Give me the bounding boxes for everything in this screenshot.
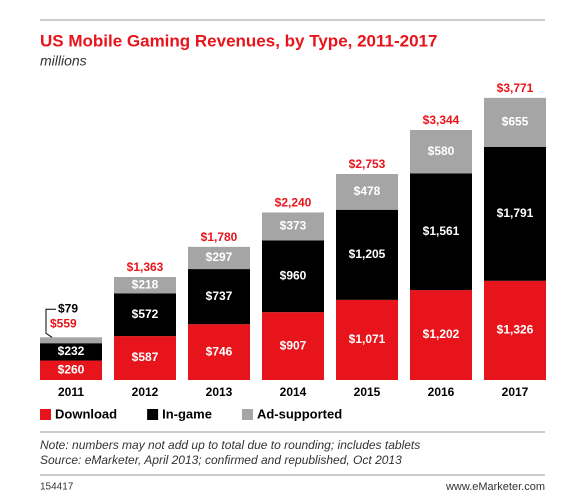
bar-segment xyxy=(114,293,176,337)
legend-label: Ad-supported xyxy=(257,406,342,421)
total-label: $1,363 xyxy=(127,260,164,274)
segment-label: $572 xyxy=(132,307,159,321)
x-tick-label: 2015 xyxy=(354,385,381,399)
bar-segment xyxy=(336,174,398,210)
segment-label: $232 xyxy=(58,344,85,358)
bar-segment xyxy=(188,269,250,325)
bar-segment xyxy=(410,129,472,174)
bar-segment xyxy=(484,280,546,380)
label-bracket xyxy=(45,308,56,338)
total-label: $3,344 xyxy=(423,113,460,127)
bar-segment xyxy=(410,290,472,380)
segment-label: $1,561 xyxy=(423,224,460,238)
segment-label: $1,202 xyxy=(423,327,460,341)
total-label: $559 xyxy=(50,316,77,330)
total-label: $1,780 xyxy=(201,230,238,244)
bar-segment xyxy=(188,324,250,380)
x-tick-label: 2016 xyxy=(428,385,455,399)
segment-label: $1,326 xyxy=(497,323,534,337)
bar-segment xyxy=(40,360,102,380)
bar-segment xyxy=(484,146,546,281)
x-tick-label: 2017 xyxy=(502,385,529,399)
chart-subtitle: millions xyxy=(40,53,87,69)
bar-segment xyxy=(484,97,546,147)
segment-label: $580 xyxy=(428,144,455,158)
bar-segment xyxy=(188,246,250,270)
segment-label: $737 xyxy=(206,289,233,303)
x-tick-label: 2013 xyxy=(206,385,233,399)
x-tick-label: 2011 xyxy=(58,385,84,399)
segment-label: $960 xyxy=(280,268,307,282)
legend-label: In-game xyxy=(162,406,212,421)
segment-label: $1,791 xyxy=(497,206,534,220)
bar-segment xyxy=(114,336,176,380)
bar-segment xyxy=(40,343,102,361)
bar-segment xyxy=(114,277,176,294)
segment-label: $746 xyxy=(206,344,233,358)
segment-label: $907 xyxy=(280,338,307,352)
bar-segment xyxy=(262,240,324,313)
total-label: $2,240 xyxy=(275,196,312,210)
bar-segment xyxy=(262,212,324,241)
chart-title: US Mobile Gaming Revenues, by Type, 2011… xyxy=(40,31,437,50)
segment-label: $587 xyxy=(132,350,159,364)
total-label: $2,753 xyxy=(349,157,386,171)
segment-label: $1,071 xyxy=(349,332,386,346)
segment-label: $297 xyxy=(206,250,233,264)
website: www.eMarketer.com xyxy=(445,481,545,493)
legend-swatch xyxy=(241,409,253,420)
source: Source: eMarketer, April 2013; confirmed… xyxy=(40,453,402,467)
legend-label: Download xyxy=(55,406,117,421)
legend-swatch xyxy=(147,409,159,420)
segment-label: $260 xyxy=(58,362,85,376)
total-label: $3,771 xyxy=(497,81,534,95)
bar-segment xyxy=(40,337,102,344)
bar-segment xyxy=(336,209,398,300)
segment-label: $218 xyxy=(132,277,159,291)
segment-label: $373 xyxy=(280,219,307,233)
segment-label: $478 xyxy=(354,184,381,198)
segment-label: $655 xyxy=(502,115,529,129)
bar-segment xyxy=(336,299,398,380)
note: Note: numbers may not add up to total du… xyxy=(40,438,420,452)
bar-segment xyxy=(410,173,472,291)
legend-swatch xyxy=(40,409,51,420)
chart-id: 154417 xyxy=(40,482,74,493)
segment-label: $79 xyxy=(58,301,78,315)
bar-segment xyxy=(262,312,324,380)
x-tick-label: 2012 xyxy=(132,385,159,399)
x-tick-label: 2014 xyxy=(280,385,307,399)
segment-label: $1,205 xyxy=(349,247,386,261)
